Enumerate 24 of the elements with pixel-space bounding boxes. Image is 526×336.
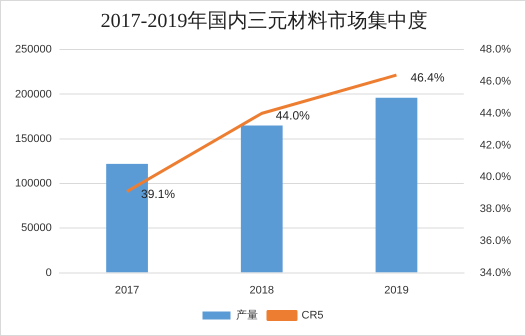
y2-tick-label: 46.0%	[480, 76, 512, 88]
y2-tick-label: 34.0%	[480, 266, 512, 279]
bar	[376, 98, 418, 272]
data-label: 44.0%	[276, 108, 310, 123]
bar	[240, 125, 283, 272]
y2-tick-label: 38.0%	[480, 203, 512, 216]
y-tick-label: 0	[46, 266, 52, 279]
x-tick-label: 2018	[250, 284, 274, 296]
y-tick-label: 200000	[14, 88, 52, 100]
y2-tick-label: 40.0%	[480, 171, 512, 184]
y2-tick-label: 48.0%	[480, 44, 512, 56]
y-tick-label: 150000	[14, 132, 52, 145]
y2-tick-label: 44.0%	[480, 107, 512, 120]
x-tick-label: 2019	[384, 284, 409, 296]
legend-label: 产量	[236, 308, 258, 322]
y2-tick-label: 42.0%	[480, 139, 512, 152]
y2-tick-label: 36.0%	[480, 234, 512, 247]
chart-title: 2017-2019年国内三元材料市场集中度	[100, 9, 428, 34]
y-tick-label: 250000	[14, 44, 52, 56]
legend-label: CR5	[301, 310, 324, 322]
y-tick-label: 50000	[21, 222, 52, 234]
x-tick-label: 2017	[114, 284, 140, 296]
y-tick-label: 100000	[14, 178, 52, 190]
data-label: 46.4%	[410, 70, 445, 84]
